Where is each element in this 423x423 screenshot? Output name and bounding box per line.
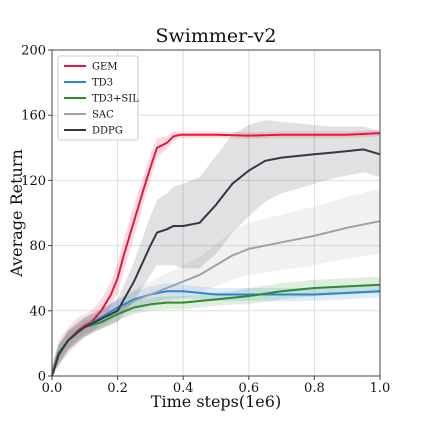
sac-band xyxy=(52,188,380,376)
legend-label-gem: GEM xyxy=(92,62,118,73)
legend-box xyxy=(57,55,139,141)
x-axis-label: Time steps(1e6) xyxy=(151,392,281,411)
ddpg-line xyxy=(51,148,381,377)
x-tick-label: 1.0 xyxy=(370,381,391,396)
legend-label-td3-sil: TD3+SIL xyxy=(92,94,139,105)
legend-label-sac: SAC xyxy=(92,110,114,121)
x-tick-label: 0.4 xyxy=(173,381,194,396)
plot-frame xyxy=(51,49,381,377)
series-lines xyxy=(51,132,381,377)
chart-title: Swimmer-v2 xyxy=(156,25,277,47)
x-tick-label: 0.6 xyxy=(238,381,259,396)
y-tick-label: 120 xyxy=(21,174,46,189)
legend: GEM TD3 TD3+SIL SAC DDPG xyxy=(57,55,139,141)
grid xyxy=(51,49,381,377)
y-axis-label: Average Return xyxy=(7,149,26,278)
x-tick-label: 0.2 xyxy=(107,381,128,396)
legend-label-td3: TD3 xyxy=(92,78,113,89)
y-tick-label: 160 xyxy=(21,109,46,124)
y-tick-label: 200 xyxy=(21,44,46,59)
x-tick-label: 0.0 xyxy=(42,381,63,396)
x-tick-label: 0.8 xyxy=(304,381,325,396)
ddpg-band xyxy=(52,120,380,376)
gem-line xyxy=(51,132,381,377)
td3-band xyxy=(52,283,380,376)
y-tick-label: 40 xyxy=(29,304,46,319)
legend-label-ddpg: DDPG xyxy=(92,126,123,137)
axis-ticks: 0.0 0.2 0.4 0.6 0.8 1.0 0 40 80 120 160 200 xyxy=(21,44,390,397)
y-tick-label: 80 xyxy=(29,239,46,254)
y-tick-label: 0 xyxy=(38,370,46,385)
